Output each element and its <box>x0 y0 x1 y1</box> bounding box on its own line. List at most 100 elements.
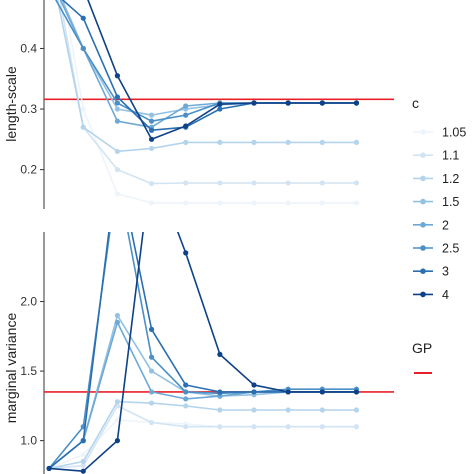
top-data-point <box>114 118 121 124</box>
legend-label: 3 <box>442 265 449 279</box>
top-data-point <box>114 94 121 100</box>
bottom-series-3 <box>46 160 360 472</box>
top-series-1_2 <box>56 0 360 155</box>
top-data-point <box>114 191 121 197</box>
legend-entry: 1.5 <box>413 195 459 209</box>
top-y-ticks: 0.2 0.3 0.4 <box>20 41 44 177</box>
top-series-line <box>63 0 357 204</box>
bottom-data-point <box>353 407 360 413</box>
bottom-data-point <box>148 354 155 360</box>
bottom-data-point <box>183 424 189 430</box>
bottom-data-point <box>217 389 223 395</box>
legend-label: 4 <box>442 288 449 302</box>
bottom-data-point <box>114 417 121 423</box>
top-data-point <box>148 180 155 187</box>
top-data-point <box>217 200 223 206</box>
top-data-point <box>353 139 360 145</box>
bottom-data-point <box>148 400 155 406</box>
bottom-data-point <box>149 160 154 165</box>
bottom-series-4 <box>46 160 360 474</box>
bottom-data-point <box>46 465 52 472</box>
top-data-point <box>285 180 291 186</box>
legend-entry: 3 <box>413 265 449 279</box>
top-ylabel: length-scale <box>3 66 19 142</box>
top-data-point <box>217 139 223 145</box>
top-data-point <box>183 112 189 118</box>
bottom-data-point <box>251 389 257 395</box>
top-data-point <box>251 180 257 186</box>
legend-entry: 4 <box>413 288 449 302</box>
bottom-data-point <box>353 389 360 395</box>
bottom-ytick-label: 1.5 <box>20 364 37 378</box>
top-data-point <box>285 100 291 106</box>
top-data-point <box>114 148 121 155</box>
legend: c 1.05 1.1 1.2 1.5 2 2.5 3 4 GP <box>412 95 466 374</box>
top-data-point <box>319 100 325 106</box>
bottom-data-point <box>285 424 291 430</box>
legend-entry: 2.5 <box>413 242 459 256</box>
top-series-line <box>87 0 357 141</box>
top-data-point <box>148 118 155 124</box>
bottom-data-point <box>251 424 257 430</box>
top-data-point <box>80 124 86 130</box>
top-series-line <box>56 0 357 153</box>
bottom-data-point <box>319 407 325 413</box>
top-data-point <box>183 180 189 186</box>
top-data-point <box>183 103 189 109</box>
top-data-point <box>251 100 257 106</box>
legend-entry: 1.05 <box>413 126 466 140</box>
top-ytick-label: 0.4 <box>20 41 37 55</box>
legend-entry: 1.2 <box>413 172 459 186</box>
legend-key-point <box>420 245 426 251</box>
bottom-data-point <box>80 463 86 469</box>
top-data-point <box>251 139 257 145</box>
bottom-data-point <box>148 368 155 374</box>
top-series-1_05 <box>63 0 360 206</box>
bottom-data-point <box>217 407 223 413</box>
bottom-series-line <box>48 400 357 470</box>
bottom-data-point <box>80 451 86 458</box>
bottom-data-point <box>148 419 155 426</box>
top-data-point <box>114 100 121 106</box>
bottom-data-point <box>353 424 360 430</box>
bottom-data-point <box>114 319 121 326</box>
top-data-point <box>114 106 121 112</box>
bottom-data-point <box>114 312 121 319</box>
top-data-point <box>285 200 291 206</box>
bottom-data-point <box>115 160 120 165</box>
bottom-data-point <box>319 424 325 430</box>
top-panel: 0.2 0.3 0.4 length-scale <box>3 0 394 209</box>
legend-label: 2 <box>442 218 449 232</box>
top-data-point <box>285 139 291 145</box>
top-data-point <box>217 106 223 112</box>
bottom-data-point <box>217 424 223 430</box>
top-data-point <box>148 112 155 118</box>
bottom-data-point <box>217 351 223 357</box>
legend-key-point <box>420 268 426 275</box>
top-data-point <box>251 200 257 206</box>
bottom-data-point <box>183 389 189 395</box>
top-data-point <box>148 136 155 142</box>
top-data-point <box>217 180 223 186</box>
legend-key-point <box>420 222 426 228</box>
legend-entries: 1.05 1.1 1.2 1.5 2 2.5 3 4 <box>413 126 466 302</box>
legend-key-point <box>420 129 426 135</box>
bottom-data-point <box>148 389 155 395</box>
top-data-point <box>80 15 86 21</box>
top-data-point <box>114 73 121 79</box>
bottom-data-point <box>285 407 291 413</box>
bottom-series-line <box>49 232 357 473</box>
bottom-ylabel: marginal variance <box>3 313 19 424</box>
bottom-data-point <box>80 458 86 465</box>
legend-label: 1.1 <box>442 149 459 163</box>
top-data-point <box>353 100 360 106</box>
top-data-point <box>148 145 155 152</box>
top-series-line <box>59 0 357 185</box>
bottom-series-line <box>49 405 357 470</box>
top-data-point <box>319 180 325 186</box>
top-data-point <box>353 180 360 186</box>
bottom-ytick-label: 2.0 <box>20 295 37 309</box>
bottom-data-point <box>183 403 189 409</box>
legend-entry: 1.1 <box>413 149 459 163</box>
bottom-plot-area <box>44 160 394 474</box>
